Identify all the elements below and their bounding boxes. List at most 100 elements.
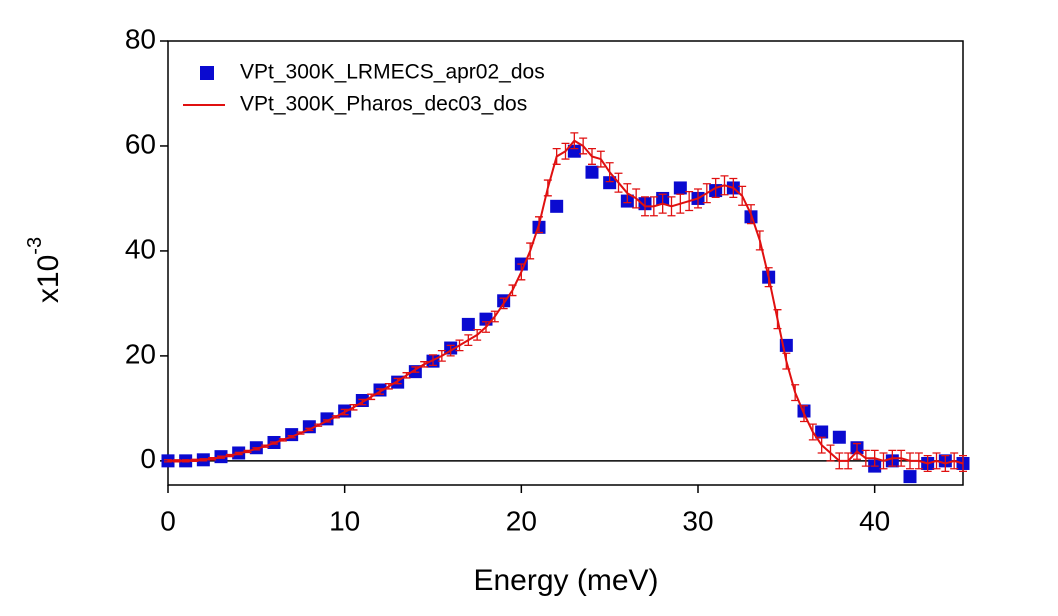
error-bar: [217, 455, 225, 459]
error-bar: [959, 454, 967, 473]
error-bar: [490, 310, 499, 323]
error-bar: [473, 329, 482, 341]
x-tick-label: 30: [682, 505, 713, 536]
y-tick-label: 80: [125, 23, 156, 54]
error-bar: [270, 441, 278, 445]
error-bar: [914, 452, 923, 470]
error-bar: [835, 452, 844, 470]
error-bar: [535, 216, 543, 234]
error-bar: [817, 436, 826, 454]
error-bar: [667, 196, 676, 217]
error-bar: [296, 431, 305, 435]
line: [168, 139, 964, 465]
error-bar: [853, 442, 861, 460]
error-bar: [623, 183, 632, 204]
y-tick-label: 0: [140, 443, 156, 474]
y-tick-label: 60: [125, 128, 156, 159]
error-bar: [588, 147, 596, 165]
error-bar: [826, 444, 835, 462]
error-bar: [331, 415, 340, 419]
error-bar: [694, 188, 702, 209]
error-bar: [278, 438, 287, 442]
error-bar: [932, 452, 941, 470]
error-bar: [923, 454, 932, 473]
error-bar: [234, 451, 243, 456]
marker: [585, 165, 599, 179]
x-tick-label: 40: [859, 505, 890, 536]
error-bar: [808, 423, 817, 441]
marker: [603, 176, 617, 190]
marker: [815, 425, 829, 439]
y-tick-label: 20: [125, 338, 156, 369]
error-bar: [879, 452, 888, 470]
error-bar: [738, 185, 747, 206]
error-bar: [861, 449, 870, 467]
error-bar: [614, 172, 623, 193]
error-bar: [358, 398, 367, 406]
error-bar: [676, 193, 685, 214]
error-bar: [605, 162, 614, 183]
error-bar: [764, 267, 773, 288]
error-bar: [791, 384, 800, 402]
error-bar: [225, 453, 234, 458]
legend-label: VPt_300K_LRMECS_apr02_dos: [240, 61, 545, 84]
error-bar: [543, 179, 552, 197]
error-bar: [906, 452, 914, 470]
error-bar: [455, 339, 464, 352]
error-bar: [870, 449, 879, 467]
y-tick-label: 40: [125, 233, 156, 264]
error-bar: [526, 242, 535, 260]
error-bar: [711, 177, 720, 199]
error-bar: [349, 404, 358, 411]
error-bar: [720, 175, 729, 196]
error-bar: [181, 459, 190, 463]
error-bar: [844, 452, 853, 470]
error-bar: [941, 454, 950, 473]
error-bar: [897, 449, 906, 467]
error-bar: [384, 383, 393, 390]
error-bar: [367, 393, 376, 401]
marker: [832, 430, 846, 444]
error-bar: [199, 458, 208, 462]
error-bar: [570, 132, 579, 150]
error-bar: [464, 334, 473, 347]
error-bar: [729, 177, 738, 199]
error-bar: [782, 352, 791, 370]
x-axis-label: Energy (meV): [473, 564, 658, 597]
error-bar: [393, 377, 402, 385]
y-axis-label: x10-3: [24, 237, 65, 303]
x-tick-label: 0: [160, 505, 176, 536]
error-bar: [446, 344, 455, 357]
error-bar: [579, 137, 588, 155]
error-bar: [658, 193, 667, 214]
error-bar: [747, 204, 755, 225]
error-bar: [190, 458, 199, 463]
marker: [550, 199, 564, 213]
error-bar: [314, 423, 323, 427]
error-bar: [685, 190, 694, 212]
error-bar: [517, 263, 526, 281]
error-bar: [420, 361, 429, 368]
error-bar: [261, 444, 270, 448]
legend-label: VPt_300K_Pharos_dec03_dos: [240, 93, 527, 116]
error-bar: [632, 188, 641, 209]
error-bar: [641, 196, 649, 217]
error-bar: [243, 449, 252, 454]
error-bar: [429, 354, 437, 366]
error-bar: [552, 147, 561, 165]
error-bar: [800, 405, 808, 423]
error-bar: [411, 366, 420, 373]
error-bar: [437, 349, 446, 362]
error-bar: [172, 459, 181, 463]
error-bar: [950, 452, 959, 470]
x-tick-label: 10: [329, 505, 360, 536]
error-bar: [252, 447, 261, 451]
error-bar: [305, 427, 314, 432]
error-bar: [499, 297, 508, 310]
error-bar: [287, 435, 296, 439]
error-bar: [323, 419, 331, 423]
plot-frame: [167, 40, 964, 486]
y-axis-label-exponent: -3: [24, 237, 46, 255]
error-bar: [508, 284, 517, 297]
legend-marker: [200, 66, 214, 80]
